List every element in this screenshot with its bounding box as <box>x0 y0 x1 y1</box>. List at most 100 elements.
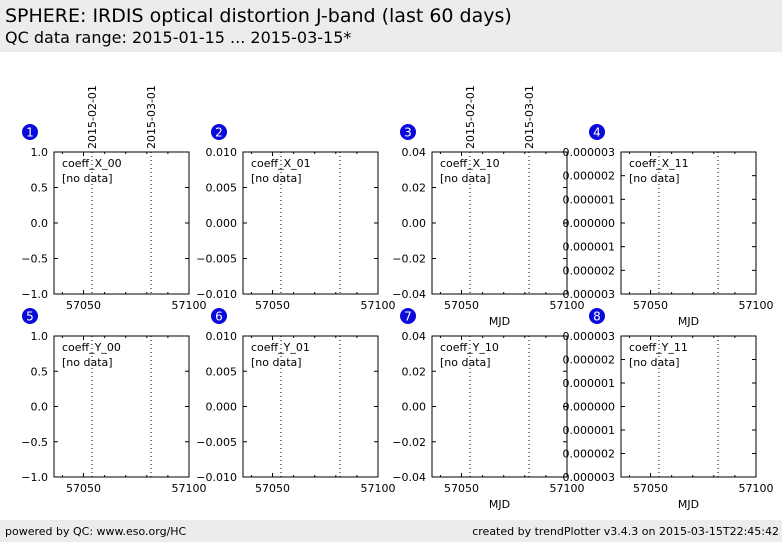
y-tick-label: 0.000000 <box>563 401 616 414</box>
y-tick-label: 0.04 <box>402 330 427 343</box>
panel-number: 2 <box>215 126 223 140</box>
x-tick-label: 57100 <box>739 482 774 495</box>
series-label: coeff_Y_00 <box>62 341 121 354</box>
y-tick-label: −0.04 <box>392 288 426 301</box>
panel-number: 6 <box>215 310 223 324</box>
x-axis-label: MJD <box>489 315 510 328</box>
panel-number-badge <box>211 308 227 324</box>
y-tick-label: 0.000 <box>206 217 238 230</box>
panel-number-badge <box>400 308 416 324</box>
no-data-label: [no data] <box>251 356 302 369</box>
plot-panel-7: 0.04 0.02 0.00 −0.02 −0.04 57050 57100 MJD coeff… <box>392 308 585 511</box>
y-tick-label: 1.0 <box>31 330 49 343</box>
series-label: coeff_X_10 <box>440 157 500 170</box>
no-data-label: [no data] <box>629 356 680 369</box>
x-tick-label: 57050 <box>633 482 668 495</box>
x-tick-label: 57050 <box>444 482 479 495</box>
panel-number: 8 <box>593 310 601 324</box>
y-tick-label: 0.010 <box>206 330 238 343</box>
y-tick-label: −1.0 <box>21 471 48 484</box>
plot-panel-3: 0.04 0.02 0.00 −0.02 −0.04 57050 57100 MJD 2015-… <box>392 85 584 328</box>
x-tick-label: 57050 <box>255 482 290 495</box>
y-tick-label: 0.000000 <box>563 217 616 230</box>
panel-number-badge <box>400 124 416 140</box>
plot-panel-6: 0.010 0.005 0.000 −0.005 −0.010 57050 57100 coe… <box>196 308 396 495</box>
series-label: coeff_X_00 <box>62 157 122 170</box>
date-marker-label: 2015-03-01 <box>145 85 158 149</box>
series-label: coeff_Y_10 <box>440 341 499 354</box>
x-tick-label: 57100 <box>172 299 207 312</box>
y-tick-label: −0.010 <box>196 471 237 484</box>
y-tick-label: 0.000001 <box>563 241 616 254</box>
y-tick-label: 0.000 <box>206 401 238 414</box>
plot-panel-1: 1.0 0.5 0.0 −0.5 −1.0 57050 57100 2015-02-01 201… <box>21 85 206 312</box>
y-tick-label: −0.02 <box>392 253 426 266</box>
panel-number-badge <box>589 308 605 324</box>
date-marker-label: 2015-03-01 <box>523 85 536 149</box>
y-tick-label: 0.000003 <box>563 288 616 301</box>
y-tick-label: 0.00 <box>402 401 427 414</box>
x-tick-label: 57100 <box>361 482 396 495</box>
plot-panel-8: 0.000003 0.000002 0.000001 0.000000 0.000001… <box>563 308 774 511</box>
x-tick-label: 57050 <box>444 299 479 312</box>
date-marker-label: 2015-02-01 <box>464 85 477 149</box>
x-tick-label: 57100 <box>550 299 585 312</box>
y-tick-label: 0.000002 <box>563 354 616 367</box>
footer-powered-by: powered by QC: www.eso.org/HC <box>5 525 187 538</box>
x-tick-label: 57050 <box>633 299 668 312</box>
plot-panel-4: 0.000003 0.000002 0.000001 0.000000 0.000001… <box>563 124 774 328</box>
y-tick-label: 0.5 <box>31 365 49 378</box>
x-tick-label: 57050 <box>66 299 101 312</box>
panel-number: 3 <box>404 126 412 140</box>
x-tick-label: 57100 <box>361 299 396 312</box>
panel-number-badge <box>22 124 38 140</box>
y-tick-label: 0.000002 <box>563 170 616 183</box>
x-tick-label: 57050 <box>255 299 290 312</box>
x-tick-label: 57100 <box>172 482 207 495</box>
y-tick-label: 0.000001 <box>563 424 616 437</box>
series-label: coeff_X_01 <box>251 157 311 170</box>
page-title: SPHERE: IRDIS optical distortion J-band … <box>5 5 512 27</box>
panel-number-badge <box>211 124 227 140</box>
y-tick-label: −1.0 <box>21 288 48 301</box>
x-tick-label: 57100 <box>739 299 774 312</box>
date-marker-label: 2015-02-01 <box>86 85 99 149</box>
y-tick-label: 0.0 <box>31 217 49 230</box>
x-axis-label: MJD <box>678 498 699 511</box>
no-data-label: [no data] <box>62 172 113 185</box>
y-tick-label: −0.5 <box>21 253 48 266</box>
y-tick-label: 0.000002 <box>563 448 616 461</box>
y-tick-label: 0.010 <box>206 146 238 159</box>
y-tick-label: −0.005 <box>196 253 237 266</box>
y-tick-label: 0.000003 <box>563 330 616 343</box>
no-data-label: [no data] <box>629 172 680 185</box>
no-data-label: [no data] <box>251 172 302 185</box>
y-tick-label: 0.000003 <box>563 471 616 484</box>
y-tick-label: −0.02 <box>392 436 426 449</box>
page-subtitle: QC data range: 2015-01-15 ... 2015-03-15… <box>5 28 352 47</box>
x-axis-label: MJD <box>678 315 699 328</box>
y-tick-label: 0.005 <box>206 182 238 195</box>
y-tick-label: −0.005 <box>196 436 237 449</box>
x-axis-label: MJD <box>489 498 510 511</box>
panel-number: 4 <box>593 126 601 140</box>
panel-number: 7 <box>404 310 412 324</box>
no-data-label: [no data] <box>440 356 491 369</box>
no-data-label: [no data] <box>62 356 113 369</box>
x-tick-label: 57050 <box>66 482 101 495</box>
y-tick-label: 0.000003 <box>563 146 616 159</box>
y-tick-label: 0.000002 <box>563 264 616 277</box>
series-label: coeff_Y_01 <box>251 341 310 354</box>
panel-number-badge <box>22 308 38 324</box>
y-tick-label: 0.000001 <box>563 377 616 390</box>
footer-created-by: created by trendPlotter v3.4.3 on 2015-0… <box>472 525 779 538</box>
panel-number: 5 <box>26 310 34 324</box>
y-tick-label: 0.0 <box>31 401 49 414</box>
y-tick-label: −0.04 <box>392 471 426 484</box>
y-tick-label: 0.5 <box>31 182 49 195</box>
y-tick-label: 1.0 <box>31 146 49 159</box>
y-tick-label: 0.005 <box>206 365 238 378</box>
panel-number: 1 <box>26 126 34 140</box>
y-tick-label: 0.00 <box>402 217 427 230</box>
